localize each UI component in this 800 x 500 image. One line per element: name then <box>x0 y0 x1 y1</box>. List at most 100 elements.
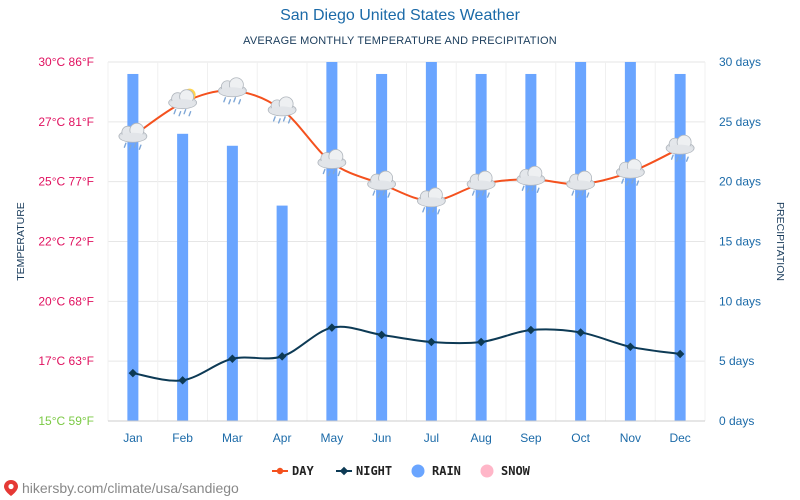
cloud-shape <box>517 175 544 185</box>
night-point <box>626 342 635 352</box>
cloud-shape <box>667 144 694 154</box>
raindrop <box>287 118 291 124</box>
raindrop <box>372 190 376 196</box>
raindrop <box>173 108 177 115</box>
raindrop <box>123 142 127 148</box>
cloud-shape <box>617 168 644 178</box>
cloud-shape <box>169 99 196 109</box>
precipitation-tick-label: 0 days <box>719 414 754 428</box>
night-point <box>476 337 486 347</box>
cloud-shape <box>418 197 445 207</box>
raindrop <box>481 190 485 196</box>
legend-item-rain: RAIN <box>411 464 461 478</box>
rain-bars <box>127 62 686 422</box>
month-tick-label: Jun <box>372 431 391 445</box>
month-tick-label: Oct <box>571 431 590 445</box>
raindrop <box>636 180 640 186</box>
night-point <box>377 330 386 340</box>
rain-bar <box>425 62 437 421</box>
raindrop <box>680 154 684 160</box>
rain-bar <box>226 145 238 421</box>
raindrop <box>223 97 227 103</box>
precipitation-tick-label: 5 days <box>719 354 754 368</box>
raindrop <box>282 116 286 122</box>
month-tick-label: Aug <box>470 431 491 445</box>
legend-swatch <box>339 466 349 476</box>
raindrop <box>576 192 580 198</box>
night-point <box>128 368 138 378</box>
night-point <box>526 325 536 335</box>
raindrop <box>471 190 475 196</box>
temperature-tick-label: 30°C 86°F <box>38 55 94 69</box>
source-link[interactable]: hikersby.com/climate/usa/sandiego <box>22 480 239 496</box>
raindrop <box>536 187 540 193</box>
rain-bar <box>674 73 686 421</box>
legend-label: DAY <box>292 464 314 478</box>
legend-label: RAIN <box>432 464 461 478</box>
rain-bar <box>326 62 338 421</box>
temperature-tick-label: 22°C 72°F <box>38 235 94 249</box>
rain-bar <box>276 205 288 421</box>
weather-icons <box>118 77 695 215</box>
raindrop <box>432 207 436 213</box>
night-point <box>327 323 337 332</box>
raindrop <box>128 144 132 150</box>
rain-cloud-icon <box>267 96 297 124</box>
legend-item-day: DAY <box>272 464 314 478</box>
chart-title: San Diego United States Weather <box>280 7 520 24</box>
night-point <box>675 349 685 359</box>
rain-bar <box>177 133 189 422</box>
month-tick-label: Apr <box>273 431 292 445</box>
raindrop <box>272 116 276 122</box>
raindrop <box>228 99 232 105</box>
precipitation-tick-label: 25 days <box>719 115 761 129</box>
rain-cloud-icon <box>466 170 496 198</box>
night-line <box>132 325 681 382</box>
raindrop <box>621 178 625 184</box>
night-series <box>128 323 685 385</box>
cloud-shape <box>318 159 345 169</box>
grid-lines <box>107 61 706 422</box>
source-footer[interactable]: hikersby.com/climate/usa/sandiego <box>4 480 239 496</box>
precipitation-tick-label: 30 days <box>719 55 761 69</box>
raindrop <box>476 192 480 198</box>
rain-cloud-icon <box>416 187 446 215</box>
legend-swatch <box>411 464 425 478</box>
month-tick-label: Nov <box>620 431 641 445</box>
raindrop <box>531 185 535 191</box>
month-tick-label: May <box>321 431 344 445</box>
raindrop <box>138 144 142 150</box>
temperature-tick-label: 27°C 81°F <box>38 115 94 129</box>
night-point <box>178 376 187 385</box>
night-point <box>576 328 585 337</box>
month-tick-label: Dec <box>669 431 690 445</box>
raindrop <box>238 99 242 105</box>
raindrop <box>586 192 590 198</box>
raindrop <box>422 207 426 213</box>
night-point <box>427 337 436 347</box>
raindrop <box>332 168 336 175</box>
raindrop <box>670 154 674 160</box>
rain-bar <box>376 73 388 421</box>
raindrop <box>188 110 192 117</box>
rain-cloud-icon <box>217 77 247 105</box>
month-tick-label: Feb <box>172 431 193 445</box>
temperature-tick-label: 25°C 77°F <box>38 175 94 189</box>
raindrop <box>382 190 386 196</box>
raindrop <box>178 110 182 117</box>
cloud-shape <box>567 180 594 190</box>
legend-label: NIGHT <box>356 464 392 478</box>
rain-cloud-icon <box>665 134 695 162</box>
cloud-shape <box>219 87 246 97</box>
precipitation-tick-label: 20 days <box>719 175 761 189</box>
raindrop <box>133 142 137 148</box>
raindrop <box>486 192 490 198</box>
precipitation-tick-label: 10 days <box>719 294 761 308</box>
raindrop <box>427 209 431 215</box>
cloud-shape <box>468 180 495 190</box>
rain-cloud-icon <box>118 122 148 150</box>
raindrop <box>337 170 341 177</box>
rain-bar <box>575 62 587 421</box>
night-point <box>277 352 287 361</box>
